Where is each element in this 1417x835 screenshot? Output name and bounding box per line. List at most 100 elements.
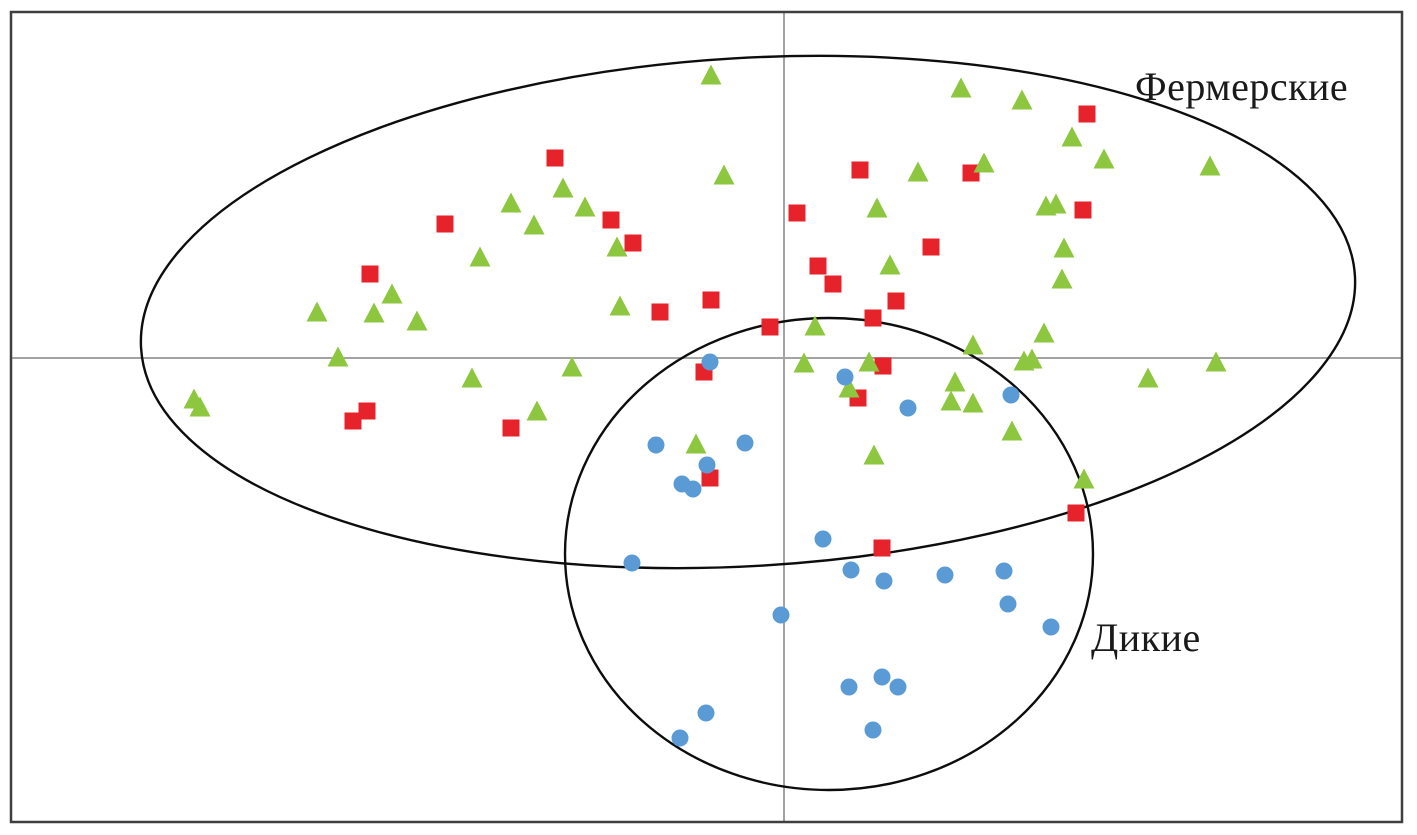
wild-circle-marker [772,606,790,624]
farmed-square-marker [809,257,827,275]
wild-circle-marker [999,595,1017,613]
farmed-square-marker [436,215,454,233]
farmed-square-marker [922,238,940,256]
farmed-square-marker [651,303,669,321]
farmed-triangle-marker [858,351,880,372]
wild-circle-marker [701,353,719,371]
wild-circle-marker [875,572,893,590]
farmed-triangle-marker [1205,351,1227,372]
farmed-triangle-marker [838,377,860,398]
farmed-triangle-marker [1001,420,1023,441]
farmed-square-marker [1067,504,1085,522]
wild-circle-marker [697,704,715,722]
farmed-triangle-marker [973,152,995,173]
farmed-square-marker [546,149,564,167]
farmed-triangle-marker [469,246,491,267]
farmed-square-marker [701,469,719,487]
farmed-triangle-marker [1199,155,1221,176]
farmed-square-marker [887,292,905,310]
farmed-square-marker [361,265,379,283]
farmed-triangle-marker [1045,193,1067,214]
wild-circle-marker [684,480,702,498]
farmed-square-marker [358,402,376,420]
farmed-square-marker [702,291,720,309]
farmed-triangle-marker [1073,468,1095,489]
wild-circle-marker [995,562,1013,580]
farmed-triangle-marker [1033,322,1055,343]
wild-circle-marker [840,678,858,696]
farmed-triangle-marker [907,161,929,182]
farmed-triangle-marker [944,371,966,392]
farmed-triangle-marker [1011,89,1033,110]
farmed-square-marker [788,204,806,222]
wild-circle-marker [814,530,832,548]
wild-circle-marker [698,456,716,474]
wild-circle-marker [1042,618,1060,636]
wild-circle-marker [623,554,641,572]
farmed-triangle-marker [381,283,403,304]
farmed-triangle-marker [609,295,631,316]
farmed-square-marker [761,318,779,336]
farmed-triangle-marker [863,444,885,465]
wild-circle-marker [671,729,689,747]
cluster-outline-farmed [139,54,1357,570]
farmed-square-marker [624,234,642,252]
wild-circle-marker [736,434,754,452]
farmed-triangle-marker [327,346,349,367]
wild-circle-marker [647,436,665,454]
farmed-square-marker [962,164,980,182]
farmed-triangle-marker [713,164,735,185]
farmed-triangle-marker [552,177,574,198]
plot-border [9,10,1404,824]
farmed-square-marker [502,419,520,437]
farmed-triangle-marker [804,315,826,336]
farmed-square-marker [344,412,362,430]
farmed-square-marker [824,275,842,293]
farmed-triangle-marker [1093,148,1115,169]
farmed-square-marker [864,309,882,327]
farmed-triangle-marker [866,197,888,218]
farmed-triangle-marker [940,390,962,411]
farmed-triangle-marker [962,334,984,355]
farmed-triangle-marker [700,64,722,85]
farmed-triangle-marker [363,302,385,323]
farmed-triangle-marker [189,396,211,417]
wild-circle-marker [936,566,954,584]
farmed-triangle-marker [962,392,984,413]
farmed-triangle-marker [500,192,522,213]
farmed-triangle-marker [1061,126,1083,147]
farmed-triangle-marker [793,352,815,373]
farmed-triangle-marker [685,433,707,454]
wild-circle-marker [889,678,907,696]
farmed-triangle-marker [461,367,483,388]
farmed-triangle-marker [574,196,596,217]
farmed-square-marker [874,357,892,375]
farmed-triangle-marker [406,310,428,331]
cluster-outline-wild [563,316,1095,792]
farmed-triangle-marker [1053,237,1075,258]
wild-circle-marker [899,399,917,417]
farmed-square-marker [602,211,620,229]
wild-circle-marker [864,721,882,739]
wild-circle-marker [873,668,891,686]
farmed-square-marker [1078,105,1096,123]
farmed-triangle-marker [1137,367,1159,388]
farmed-triangle-marker [606,236,628,257]
farmed-square-marker [851,161,869,179]
farmed-triangle-marker [1021,348,1043,369]
cluster-label-farmed: Фермерские [1135,64,1349,109]
wild-circle-marker [842,561,860,579]
wild-circle-marker [1002,386,1020,404]
farmed-triangle-marker [879,254,901,275]
wild-circle-marker [836,368,854,386]
farmed-triangle-marker [523,214,545,235]
cluster-label-wild: Дикие [1091,615,1201,660]
farmed-triangle-marker [561,356,583,377]
farmed-triangle-marker [526,400,548,421]
farmed-triangle-marker [1051,268,1073,289]
farmed-square-marker [873,539,891,557]
farmed-triangle-marker [950,77,972,98]
farmed-triangle-marker [306,301,328,322]
